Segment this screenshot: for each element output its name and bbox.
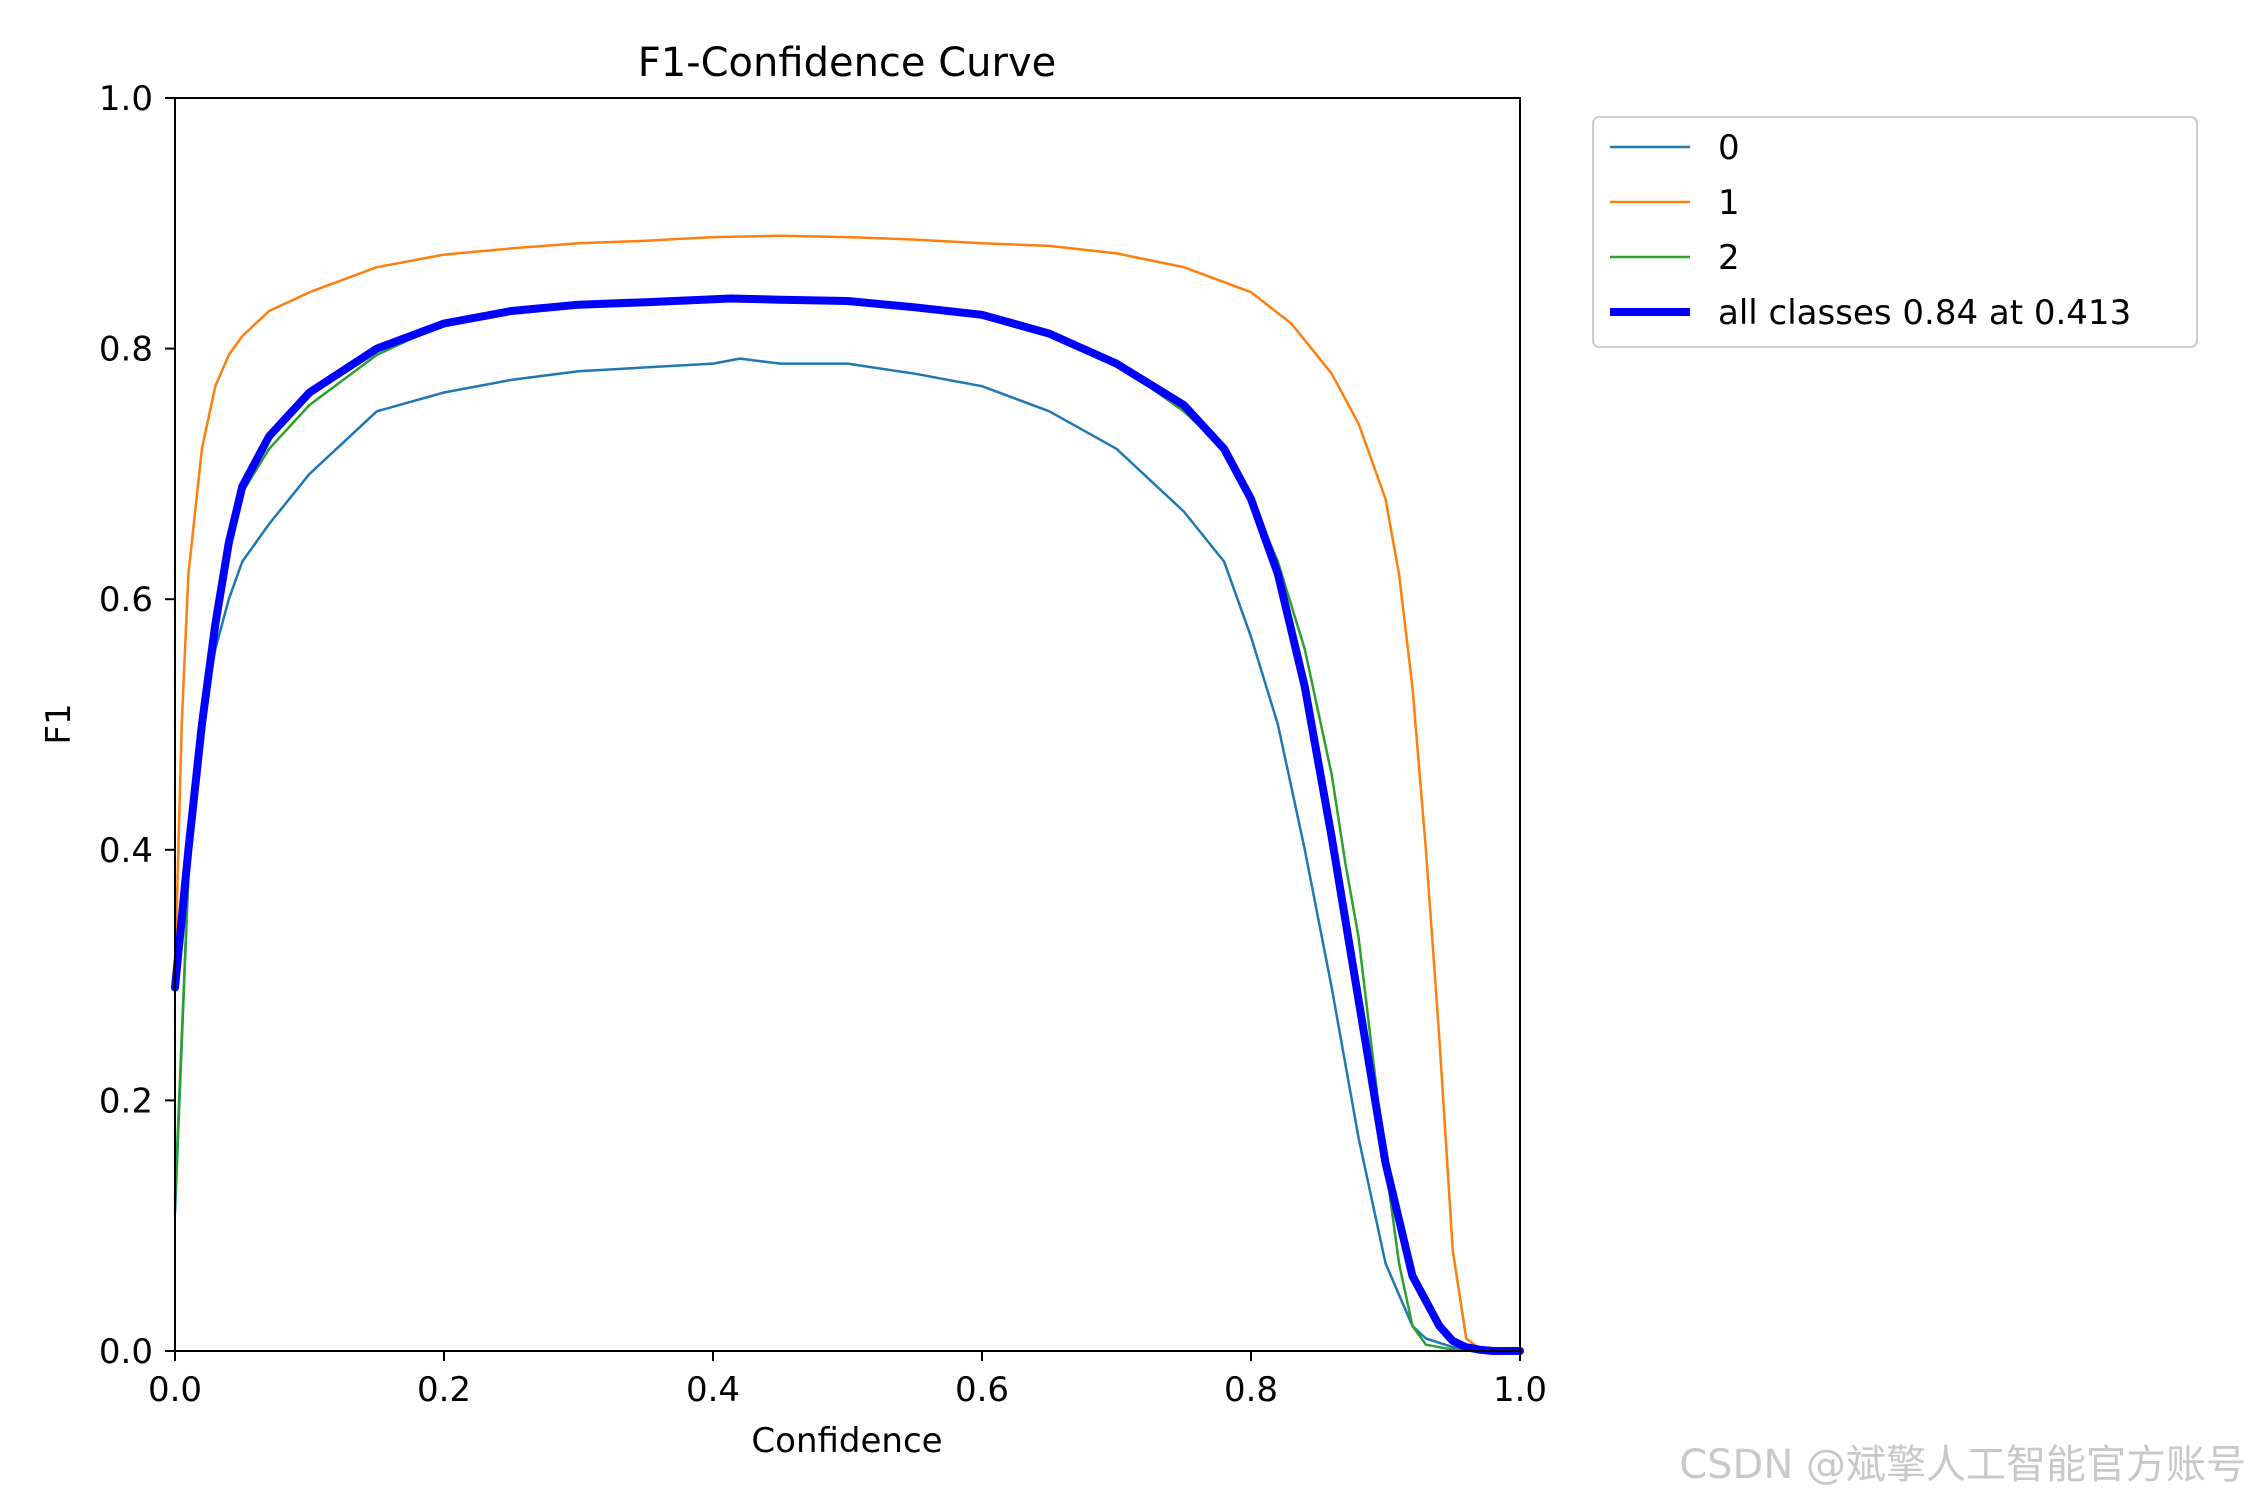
axes-frame	[174, 97, 1521, 1352]
x-axis-label: Confidence	[751, 1421, 942, 1461]
y-axis-label: F1	[39, 703, 79, 744]
x-tick-label: 0.6	[955, 1370, 1009, 1410]
y-tick-label: 0.2	[99, 1081, 153, 1121]
series-line-1	[173, 234, 1522, 1353]
legend: 0 1 2 all classes 0.84 at 0.413	[1592, 116, 2198, 348]
y-tick-label: 0.0	[99, 1332, 153, 1372]
y-tick-label: 0.8	[99, 330, 153, 370]
x-tick-label: 0.0	[148, 1370, 202, 1410]
y-axis-ticks: 0.0 0.2 0.4 0.6 0.8 1.0	[99, 79, 175, 1372]
legend-label-0: 0	[1718, 128, 1740, 168]
series-line-0	[173, 357, 1522, 1353]
y-tick-label: 1.0	[99, 79, 153, 119]
y-tick-label: 0.6	[99, 580, 153, 620]
legend-label-3: all classes 0.84 at 0.413	[1718, 293, 2131, 333]
x-tick-label: 0.4	[686, 1370, 740, 1410]
x-tick-label: 1.0	[1493, 1370, 1547, 1410]
legend-label-2: 2	[1718, 238, 1740, 278]
legend-label-1: 1	[1718, 183, 1740, 223]
x-axis-ticks: 0.0 0.2 0.4 0.6 0.8 1.0	[148, 1351, 1547, 1410]
watermark: CSDN @斌擎人工智能官方账号	[1679, 1442, 2246, 1488]
series-line-2	[173, 298, 1522, 1353]
legend-items: 0 1 2 all classes 0.84 at 0.413	[1610, 128, 2131, 333]
series-layer	[171, 234, 1524, 1355]
legend-box	[1592, 116, 2198, 348]
x-tick-label: 0.8	[1224, 1370, 1278, 1410]
chart-title: F1-Confidence Curve	[638, 40, 1057, 86]
y-tick-label: 0.4	[99, 831, 153, 871]
series-line-3	[171, 294, 1524, 1355]
x-tick-label: 0.2	[417, 1370, 471, 1410]
